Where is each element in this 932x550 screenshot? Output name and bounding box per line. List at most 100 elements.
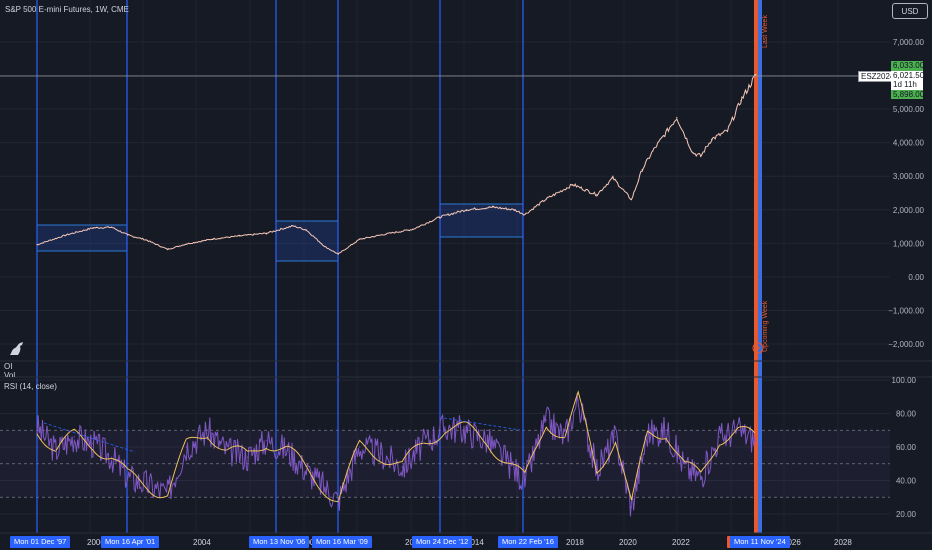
rsi-point-18 (380, 453, 382, 455)
rsi-point-30 (614, 436, 617, 438)
price-point-36 (755, 74, 757, 76)
range-box-1 (275, 220, 339, 262)
date-tag-nov-06[interactable]: Mon 13 Nov '06 (249, 536, 310, 548)
price-tick-label-3: 4,000.00 (893, 139, 925, 148)
date-tag-dec-97[interactable]: Mon 01 Dec '97 (10, 536, 71, 548)
rsi-tick-label-0: 100.00 (892, 376, 917, 385)
rsi-tick-label-2: 60.00 (896, 443, 917, 452)
price-point-24 (572, 184, 574, 186)
rsi-divergence-2 (443, 417, 521, 431)
price-point-10 (265, 232, 267, 234)
price-point-33 (710, 138, 713, 140)
price-point-34 (726, 130, 729, 132)
x-year-2028: 2028 (834, 538, 852, 547)
tradingview-dino-icon[interactable] (8, 340, 26, 356)
rsi-point-21 (444, 426, 446, 428)
last-week-label: Last Week (762, 15, 769, 48)
rsi-point-11 (247, 456, 249, 458)
last-price-stack: 6,033.00 6,021.50 1d 11h 5,898.00 (891, 61, 925, 99)
rsi-point-1 (55, 449, 57, 451)
rsi-point-24 (505, 459, 507, 461)
price-tick-label-4: 3,000.00 (893, 172, 925, 181)
price-tick-label-7: 0.00 (908, 273, 924, 282)
x-year-2014: 2014 (466, 538, 484, 547)
rsi-point-9 (207, 429, 209, 431)
price-point-14 (337, 253, 339, 255)
price-point-31 (692, 152, 694, 154)
price-point-2 (92, 227, 94, 229)
price-point-32 (700, 155, 702, 157)
rsi-label[interactable]: RSI (14, close) (4, 382, 57, 391)
x-year-2022: 2022 (672, 538, 690, 547)
rsi-ma-line (36, 390, 756, 503)
price-point-29 (652, 150, 654, 152)
chart-title: S&P 500 E-mini Futures, 1W, CME (5, 5, 129, 14)
rsi-series[interactable] (36, 390, 757, 517)
price-point-25 (596, 194, 598, 196)
high-price-tag: 6,033.00 (891, 61, 925, 71)
price-tick-label-2: 5,000.00 (893, 105, 925, 114)
price-point-11 (292, 225, 294, 227)
rsi-point-7 (167, 493, 169, 495)
rsi-point-28 (577, 399, 579, 401)
rsi-point-22 (465, 429, 467, 431)
grid-lines (0, 41, 890, 515)
price-point-1 (65, 234, 67, 236)
range-boxes (36, 203, 524, 262)
rsi-bands (0, 429, 890, 498)
x-year-2018: 2018 (566, 538, 584, 547)
last-week-band (754, 0, 758, 533)
x-year-2020: 2020 (619, 538, 637, 547)
rsi-point-17 (358, 446, 361, 448)
rsi-point-0 (36, 426, 38, 428)
rsi-point-34 (684, 466, 686, 468)
date-tag-mar-09[interactable]: Mon 16 Mar '09 (312, 536, 372, 548)
rsi-point-5 (127, 476, 129, 478)
rsi-point-12 (265, 439, 267, 441)
upcoming-week-icon[interactable] (752, 342, 764, 354)
rsi-point-32 (646, 433, 649, 435)
rsi-point-4 (111, 456, 113, 458)
price-point-7 (185, 243, 187, 245)
price-point-27 (630, 199, 633, 201)
rsi-point-3 (92, 443, 94, 445)
date-tag-nov-24[interactable]: Mon 11 Nov '24 (727, 536, 790, 548)
rsi-point-26 (545, 419, 547, 421)
oi-label[interactable]: OI (4, 362, 13, 371)
rsi-point-6 (145, 483, 147, 485)
x-year-2008: 2008 (301, 538, 319, 547)
rsi-point-35 (700, 476, 702, 478)
vol-label[interactable]: Vol (4, 371, 16, 377)
currency-button[interactable]: USD (892, 3, 928, 19)
rsi-point-25 (524, 479, 526, 482)
rsi-point-15 (324, 486, 326, 488)
rsi-axis-ticks: 100.00 80.00 60.00 40.00 20.00 (892, 376, 917, 519)
date-tag-feb-16[interactable]: Mon 22 Feb '16 (498, 536, 558, 548)
price-point-8 (212, 238, 214, 240)
price-tick-label-5: 2,000.00 (893, 206, 925, 215)
price-point-21 (513, 209, 515, 211)
price-point-6 (167, 248, 169, 250)
rsi-point-19 (401, 466, 403, 468)
price-line (36, 74, 757, 255)
rsi-point-38 (755, 439, 757, 441)
rsi-tick-label-1: 80.00 (896, 410, 917, 419)
price-point-5 (145, 239, 147, 241)
price-point-28 (641, 168, 643, 171)
price-point-35 (740, 100, 742, 102)
price-point-30 (676, 116, 678, 119)
price-point-18 (438, 216, 441, 218)
x-year-2026: 2026 (783, 538, 801, 547)
rsi-point-37 (737, 429, 739, 431)
rsi-point-33 (665, 429, 667, 431)
date-tag-dec-12[interactable]: Mon 24 Dec '12 (412, 536, 473, 548)
price-series[interactable] (36, 74, 757, 255)
price-tick-label-6: 1,000.00 (893, 239, 925, 248)
date-tag-apr-01[interactable]: Mon 16 Apr '01 (101, 536, 160, 548)
price-point-15 (358, 238, 361, 240)
x-year-2004: 2004 (193, 538, 211, 547)
rsi-point-14 (305, 469, 307, 472)
price-point-4 (127, 234, 129, 236)
price-point-17 (412, 228, 414, 230)
